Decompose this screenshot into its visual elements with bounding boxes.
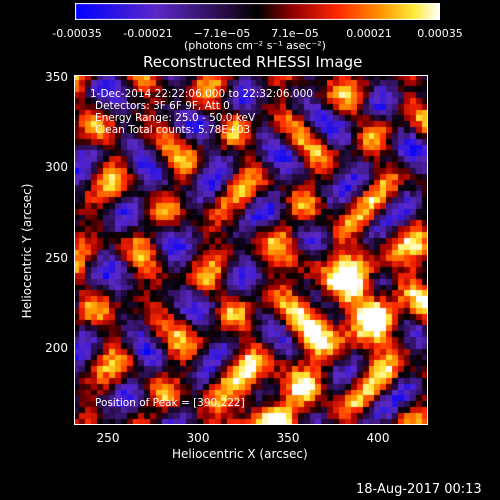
x-tick-label: 400 [366, 431, 390, 445]
y-tick-label: 300 [45, 160, 68, 174]
x-tick-label: 250 [96, 431, 120, 445]
colorbar-tick-label: 0.00035 [417, 27, 463, 40]
heatmap-image [74, 75, 428, 425]
plot-frame [74, 75, 428, 425]
x-tick-label: 350 [276, 431, 300, 445]
colorbar [75, 3, 440, 20]
annotation-total-counts: Clean Total counts: 5.78E+03 [95, 124, 251, 136]
annotation-energy-range: Energy Range: 25.0 - 50.0 keV [95, 112, 256, 124]
chart-title: Reconstructed RHESSI Image [143, 53, 363, 71]
x-tick-label: 300 [186, 431, 210, 445]
annotation-detectors: Detectors: 3F 6F 9F, Att 0 [95, 100, 230, 112]
colorbar-units: (photons cm⁻² s⁻¹ asec⁻²) [184, 39, 326, 52]
footer-timestamp: 18-Aug-2017 00:13 [356, 482, 482, 497]
colorbar-tick-label: 0.00021 [346, 27, 392, 40]
y-tick-label: 350 [45, 70, 68, 84]
colorbar-tick-label: -0.00021 [123, 27, 173, 40]
annotation-time-range: 1-Dec-2014 22:22:06.000 to 22:32:06.000 [90, 88, 313, 100]
annotation-peak-position: Position of Peak = [390,222] [95, 397, 245, 409]
x-axis-label: Heliocentric X (arcsec) [172, 447, 308, 461]
colorbar-tick-label: -0.00035 [52, 27, 102, 40]
y-tick-label: 250 [45, 251, 68, 265]
colorbar-tick-label: −7.1e−05 [193, 27, 251, 40]
y-axis-label: Heliocentric Y (arcsec) [20, 183, 34, 319]
y-tick-label: 200 [45, 341, 68, 355]
colorbar-tick-label: 7.1e−05 [271, 27, 319, 40]
